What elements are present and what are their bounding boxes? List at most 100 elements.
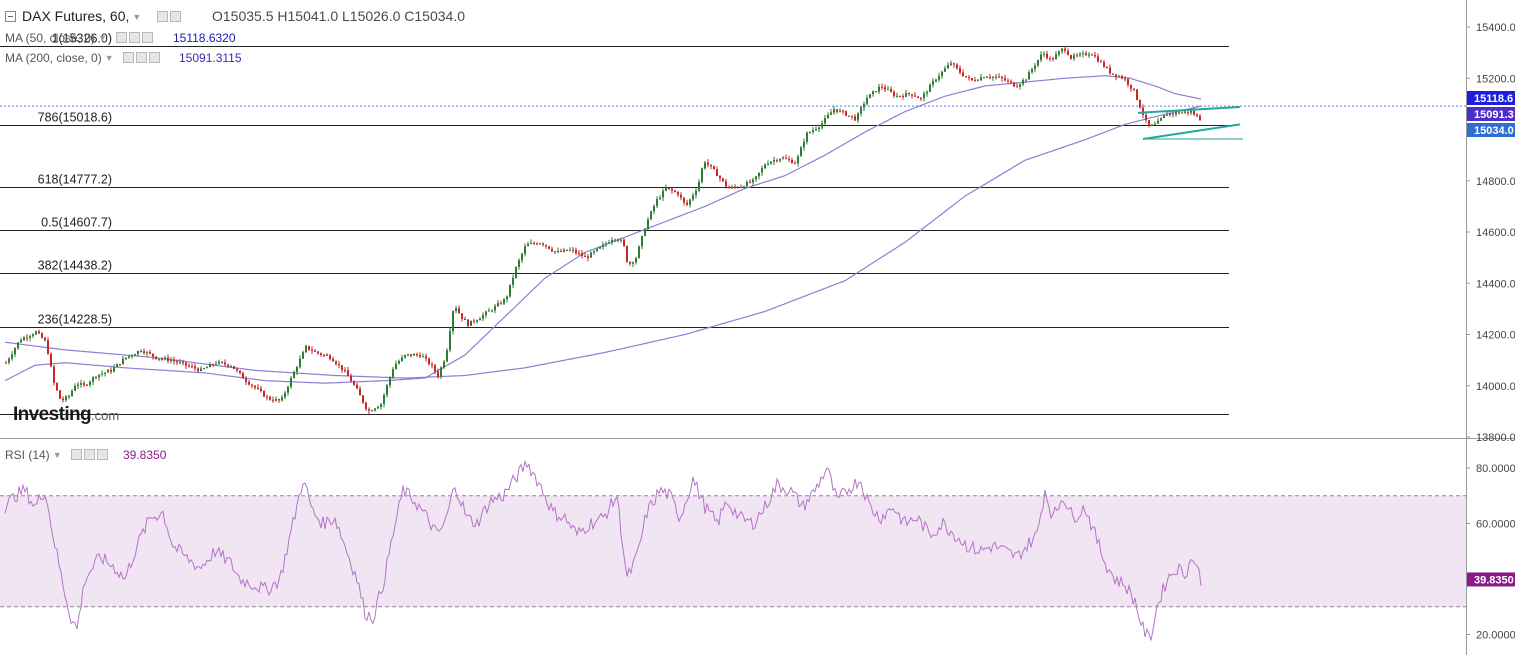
eye-icon[interactable]: [116, 32, 128, 43]
dropdown-caret-icon[interactable]: ▼: [104, 53, 114, 63]
candle-body: [578, 253, 580, 255]
candle-body: [5, 362, 7, 364]
candle-body: [359, 388, 361, 396]
candle-body: [557, 250, 559, 252]
candle-body: [380, 404, 382, 407]
candle-body: [413, 354, 415, 356]
candle-body: [344, 370, 346, 372]
candle-body: [398, 360, 400, 364]
gear-icon[interactable]: [170, 11, 182, 22]
candle-body: [107, 369, 109, 373]
candle-body: [980, 77, 982, 81]
candle-body: [62, 398, 64, 401]
candle-body: [1178, 112, 1180, 114]
candle-body: [803, 141, 805, 148]
candle-body: [119, 364, 121, 366]
candle-body: [329, 355, 331, 360]
rsi-value-tag-label: 39.8350: [1474, 574, 1514, 586]
candle-body: [1145, 114, 1147, 121]
candle-body: [983, 77, 985, 79]
candle-body: [236, 368, 238, 371]
eye-icon[interactable]: [122, 52, 134, 63]
candle-body: [278, 399, 280, 401]
candle-body: [596, 248, 598, 252]
candle-body: [923, 93, 925, 99]
candle-body: [155, 356, 157, 360]
candle-body: [926, 91, 928, 94]
candle-body: [1109, 67, 1111, 74]
candle-body: [83, 383, 85, 385]
candle-body: [1169, 113, 1171, 116]
candle-body: [23, 337, 25, 341]
candle-body: [356, 384, 358, 389]
candle-body: [44, 337, 46, 341]
candle-body: [1187, 111, 1189, 113]
candle-body: [749, 181, 751, 183]
candle-body: [1121, 76, 1123, 79]
rsi-value: 39.8350: [123, 448, 167, 462]
candle-body: [371, 410, 373, 412]
candle-body: [899, 95, 901, 97]
candle-body: [467, 319, 469, 326]
close-icon[interactable]: [142, 32, 154, 43]
candle-body: [1025, 79, 1027, 81]
candle-body: [266, 396, 268, 398]
candle-body: [233, 366, 235, 369]
collapse-icon[interactable]: [5, 11, 16, 22]
candle-body: [470, 320, 472, 326]
close-icon[interactable]: [148, 52, 160, 63]
candle-body: [1076, 55, 1078, 57]
candle-body: [875, 91, 877, 93]
candle-body: [1163, 115, 1165, 119]
price-tag-label: 15091.3: [1474, 109, 1514, 121]
candle-body: [497, 303, 499, 307]
candle-body: [536, 243, 538, 245]
candle-body: [806, 132, 808, 142]
ma200-legend[interactable]: MA (200, close, 0) ▼: [5, 51, 162, 65]
candle-body: [407, 354, 409, 356]
gear-icon[interactable]: [135, 52, 147, 63]
candle-body: [1100, 61, 1102, 63]
candle-body: [275, 399, 277, 401]
gear-icon[interactable]: [129, 32, 141, 43]
candle-body: [782, 157, 784, 159]
eye-icon[interactable]: [157, 11, 169, 22]
close-icon[interactable]: [96, 449, 108, 460]
symbol-header[interactable]: DAX Futures, 60, ▼: [5, 8, 183, 24]
dropdown-caret-icon[interactable]: ▼: [132, 12, 142, 22]
y-tick-label: 15200.0: [1476, 73, 1515, 85]
rsi-y-tick-label: 80.0000: [1476, 463, 1515, 475]
candle-body: [950, 63, 952, 65]
candle-body: [788, 158, 790, 160]
candle-body: [401, 357, 403, 361]
candle-body: [539, 243, 541, 245]
candle-body: [953, 63, 955, 65]
candle-body: [239, 370, 241, 374]
settings-icons[interactable]: [157, 8, 183, 24]
candle-body: [476, 320, 478, 322]
candle-body: [821, 123, 823, 128]
candle-body: [965, 75, 967, 78]
candle-body: [1031, 69, 1033, 73]
candle-body: [548, 246, 550, 249]
candle-body: [1097, 56, 1099, 62]
candle-body: [731, 186, 733, 189]
candle-body: [725, 181, 727, 187]
candle-body: [1184, 111, 1186, 113]
eye-icon[interactable]: [70, 449, 82, 460]
candle-body: [1001, 76, 1003, 79]
candle-body: [1055, 54, 1057, 60]
candle-body: [194, 366, 196, 369]
gear-icon[interactable]: [83, 449, 95, 460]
candle-body: [35, 331, 37, 335]
candle-body: [20, 340, 22, 343]
candle-body: [989, 76, 991, 78]
ma50-legend[interactable]: MA (50, close, 0) ▼: [5, 31, 155, 45]
candle-body: [524, 246, 526, 254]
rsi-legend[interactable]: RSI (14) ▼: [5, 448, 110, 462]
dropdown-caret-icon[interactable]: ▼: [98, 33, 107, 43]
candle-body: [611, 240, 613, 243]
dropdown-caret-icon[interactable]: ▼: [52, 450, 62, 460]
